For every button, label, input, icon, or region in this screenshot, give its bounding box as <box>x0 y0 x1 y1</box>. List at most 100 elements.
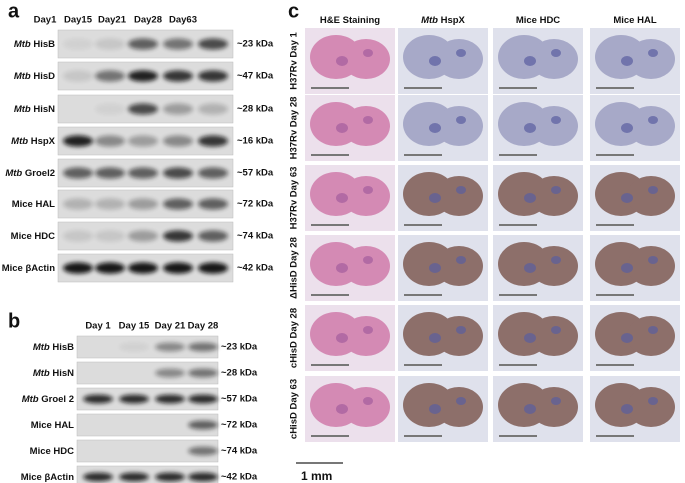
band <box>163 230 193 242</box>
tissue <box>403 102 483 146</box>
tissue <box>595 172 675 216</box>
lesion <box>336 123 348 133</box>
band <box>188 394 218 404</box>
kda-label: ~16 kDa <box>237 136 274 147</box>
band <box>198 262 228 274</box>
lesion <box>621 123 633 133</box>
protein: HisN <box>52 368 74 379</box>
lesion <box>363 326 373 334</box>
row-label: H37Rv Day 28 <box>289 97 300 160</box>
lesion <box>429 333 441 343</box>
lobe <box>530 387 578 427</box>
band <box>119 342 149 352</box>
lesion <box>363 397 373 405</box>
lobe <box>627 246 675 286</box>
band <box>128 198 158 210</box>
band <box>95 70 125 82</box>
lobe <box>627 106 675 146</box>
band <box>83 472 113 482</box>
lesion <box>363 256 373 264</box>
lesion <box>524 193 536 203</box>
lesion <box>363 49 373 57</box>
band <box>163 167 193 179</box>
tissue <box>403 35 483 79</box>
row-label: Mtb HisN <box>14 104 55 115</box>
lesion <box>621 404 633 414</box>
tissue <box>498 383 578 427</box>
lobe <box>627 176 675 216</box>
row-label: Mice HAL <box>613 15 656 26</box>
kda-label: ~23 kDa <box>237 39 274 50</box>
lobe <box>342 176 390 216</box>
row-label: Mice HAL <box>12 199 55 210</box>
row-label: Mtb Groel 2 <box>22 394 74 405</box>
band <box>128 70 158 82</box>
row-label: Mtb HisN <box>33 368 74 379</box>
tissue <box>310 312 390 356</box>
band <box>155 368 185 378</box>
lesion <box>648 326 658 334</box>
row-label: Mtb HspX <box>11 136 55 147</box>
species: Mtb <box>33 342 50 353</box>
band <box>63 38 93 50</box>
lobe <box>435 316 483 356</box>
protein: Mice HAL <box>12 199 55 210</box>
lesion <box>429 193 441 203</box>
lesion <box>648 186 658 194</box>
row-label: Mice HDC <box>516 15 560 26</box>
lobe <box>342 387 390 427</box>
protein: Groel2 <box>25 168 55 179</box>
row-label: Mtb Groel2 <box>5 168 55 179</box>
kda-label: ~42 kDa <box>221 472 258 483</box>
day-header: Day 28 <box>188 321 219 332</box>
band <box>163 103 193 115</box>
band <box>198 167 228 179</box>
band <box>198 103 228 115</box>
day-header: Day 15 <box>119 321 150 332</box>
lesion <box>551 186 561 194</box>
band <box>163 198 193 210</box>
lesion <box>456 49 466 57</box>
tissue <box>595 383 675 427</box>
lesion <box>456 256 466 264</box>
lesion <box>456 326 466 334</box>
lobe <box>435 106 483 146</box>
day-header: Day1 <box>34 15 57 26</box>
panel-label: c <box>288 0 299 22</box>
band <box>128 135 158 147</box>
lesion <box>551 326 561 334</box>
tissue <box>403 383 483 427</box>
lesion <box>363 186 373 194</box>
protein: Mice βActin <box>2 263 56 274</box>
lobe <box>627 39 675 79</box>
kda-label: ~42 kDa <box>237 263 274 274</box>
row-label: Mtb HisB <box>33 342 74 353</box>
band <box>155 394 185 404</box>
tissue <box>498 242 578 286</box>
protein: HisB <box>52 342 74 353</box>
lobe <box>342 106 390 146</box>
band <box>83 394 113 404</box>
band <box>188 472 218 482</box>
lesion <box>336 193 348 203</box>
band <box>63 198 93 210</box>
lesion <box>621 263 633 273</box>
protein: Mice HAL <box>31 420 74 431</box>
species: Mtb <box>14 104 31 115</box>
row-label: Mice HAL <box>31 420 74 431</box>
kda-label: ~74 kDa <box>237 231 274 242</box>
band <box>198 230 228 242</box>
row-label: cHisD Day 63 <box>289 379 300 439</box>
lesion <box>551 116 561 124</box>
lobe <box>435 176 483 216</box>
band <box>198 135 228 147</box>
day-header: Day 1 <box>85 321 111 332</box>
band <box>163 262 193 274</box>
band <box>128 230 158 242</box>
kda-label: ~74 kDa <box>221 446 258 457</box>
lesion <box>524 263 536 273</box>
lesion <box>456 186 466 194</box>
lesion <box>456 397 466 405</box>
scale-label: 1 mm <box>301 469 332 483</box>
lesion <box>648 49 658 57</box>
